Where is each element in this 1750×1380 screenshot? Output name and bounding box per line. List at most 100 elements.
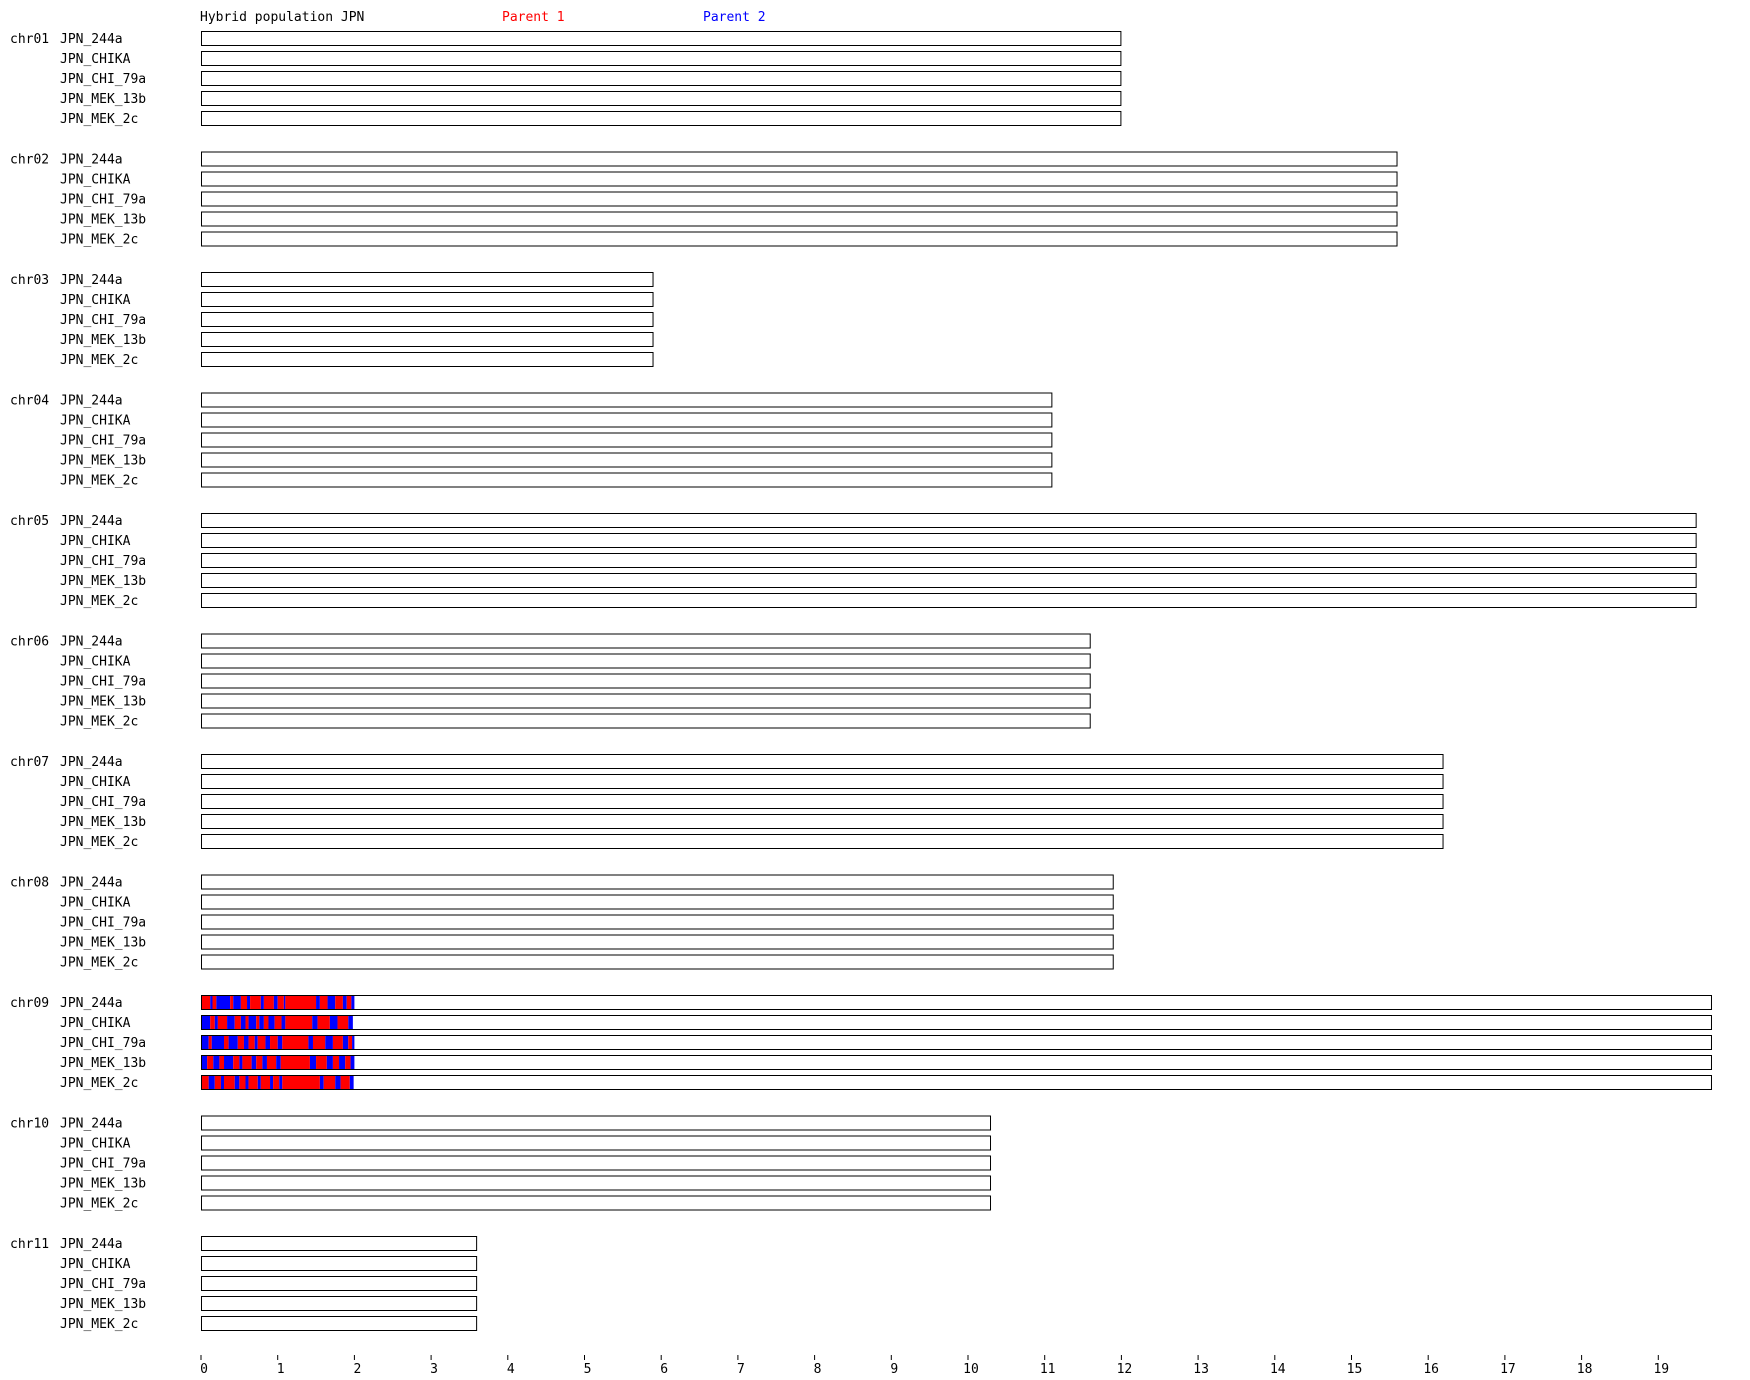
genotype-segment	[340, 1075, 350, 1090]
chromosome-bar	[201, 452, 1053, 468]
chromosome-label: chr02	[10, 153, 49, 168]
genotype-segment	[256, 1015, 260, 1030]
genotype-segment	[214, 1015, 218, 1030]
sample-label: JPN_MEK_2c	[60, 1197, 138, 1212]
chromosome-bar	[201, 934, 1114, 950]
chromosome-bar	[201, 1175, 992, 1191]
sample-label: JPN_244a	[60, 996, 123, 1011]
chromosome-bar-fill	[201, 1256, 478, 1271]
sample-label: JPN_244a	[60, 635, 123, 650]
genotype-segment	[233, 1055, 240, 1070]
genotype-segment	[201, 1075, 209, 1090]
genotype-segment	[263, 1015, 269, 1030]
chromosome-bar	[201, 231, 1398, 247]
chromosome-bar-fill	[201, 191, 1398, 207]
chromosome-bar	[201, 211, 1398, 227]
genotype-segment	[257, 1075, 261, 1090]
genotype-segment	[262, 1055, 267, 1070]
chromosome-bar-fill	[201, 513, 1697, 528]
sample-label: JPN_CHI_79a	[60, 193, 146, 208]
genotype-segment	[227, 1015, 235, 1030]
chromosome-bar	[201, 593, 1697, 608]
chromosome-bar-fill	[201, 51, 1122, 66]
genotype-segment	[251, 1055, 257, 1070]
genotype-segment	[348, 1035, 353, 1050]
chromosome-label: chr07	[10, 755, 49, 770]
sample-label: JPN_CHI_79a	[60, 72, 146, 87]
sample-label: JPN_CHIKA	[60, 534, 131, 549]
chromosome-bar-fill	[201, 754, 1444, 769]
genotype-segment	[217, 1015, 228, 1030]
chromosome-bar	[201, 472, 1053, 488]
chromosome-bar-fill	[201, 1055, 1712, 1070]
genotype-segment	[224, 1055, 234, 1070]
chromosome-bar	[201, 693, 1091, 709]
sample-label: JPN_244a	[60, 153, 123, 168]
genotype-segment	[273, 995, 278, 1010]
genotype-segment	[210, 1015, 215, 1030]
chromosome-label: chr06	[10, 635, 49, 650]
chromosome-bar-fill	[201, 412, 1053, 428]
sample-label: JPN_244a	[60, 273, 123, 288]
chromosome-bar	[201, 774, 1444, 789]
genotype-segment	[243, 1035, 249, 1050]
sample-label: JPN_MEK_2c	[60, 1317, 138, 1332]
genotype-segment	[348, 1015, 353, 1030]
genotype-segment	[250, 995, 261, 1010]
x-tick-label: 3	[430, 1362, 438, 1377]
chromosome-bar-fill	[201, 1195, 992, 1211]
chromosome-bar-fill	[201, 1236, 478, 1251]
genotype-segment	[240, 995, 248, 1010]
chromosome-bar-fill	[201, 392, 1053, 408]
x-tick-label: 9	[890, 1362, 898, 1377]
chromosome-bar-fill	[201, 995, 1712, 1010]
chromosome-bar-fill	[201, 653, 1091, 669]
sample-label: JPN_244a	[60, 755, 123, 770]
chromosome-bar	[201, 513, 1697, 528]
genotype-segment	[201, 1015, 211, 1030]
chromosome-bar	[201, 1055, 1712, 1070]
chromosome-label: chr11	[10, 1237, 49, 1252]
genotype-segment	[342, 995, 347, 1010]
genotype-segment	[337, 1015, 349, 1030]
chromosome-bar-fill	[201, 1316, 478, 1331]
sample-label: JPN_CHIKA	[60, 775, 131, 790]
chromosome-bar-fill	[201, 774, 1444, 789]
sample-label: JPN_MEK_2c	[60, 956, 138, 971]
genotype-segment	[265, 1035, 271, 1050]
chromosome-label: chr01	[10, 32, 49, 47]
genotype-segment	[245, 1015, 249, 1030]
genotype-segment	[268, 1015, 275, 1030]
sample-label: JPN_CHI_79a	[60, 434, 146, 449]
genotype-segment	[316, 1055, 327, 1070]
chromosome-bar-fill	[201, 151, 1398, 167]
chromosome-bar-fill	[201, 352, 654, 367]
sample-label: JPN_MEK_13b	[60, 333, 146, 348]
genotype-segment	[213, 1055, 220, 1070]
genotype-segment	[247, 995, 251, 1010]
genotype-segment	[270, 1035, 278, 1050]
chromosome-bar-fill	[201, 894, 1114, 910]
genotype-segment	[309, 1055, 317, 1070]
chromosome-bar-fill	[201, 794, 1444, 809]
genotype-segment	[329, 1015, 338, 1030]
genotype-segment	[323, 1075, 336, 1090]
chromosome-label: chr09	[10, 996, 49, 1011]
chromosome-bar	[201, 553, 1697, 568]
x-tick-label: 2	[353, 1362, 361, 1377]
chromosome-bar	[201, 151, 1398, 167]
genotype-segment	[279, 1075, 283, 1090]
genotype-segment	[319, 1075, 324, 1090]
genotype-segment	[201, 1035, 209, 1050]
sample-label: JPN_MEK_2c	[60, 353, 138, 368]
x-tick-label: 7	[737, 1362, 745, 1377]
chromosome-bar-fill	[201, 1155, 992, 1171]
chromosome-bar	[201, 874, 1114, 890]
genotype-segment	[282, 1075, 320, 1090]
chromosome-bar	[201, 292, 654, 307]
chromosome-bar-fill	[201, 1276, 478, 1291]
sample-label: JPN_CHI_79a	[60, 795, 146, 810]
genotype-segment	[211, 1035, 225, 1050]
genotype-segment	[212, 995, 217, 1010]
chromosome-bar-fill	[201, 111, 1122, 126]
